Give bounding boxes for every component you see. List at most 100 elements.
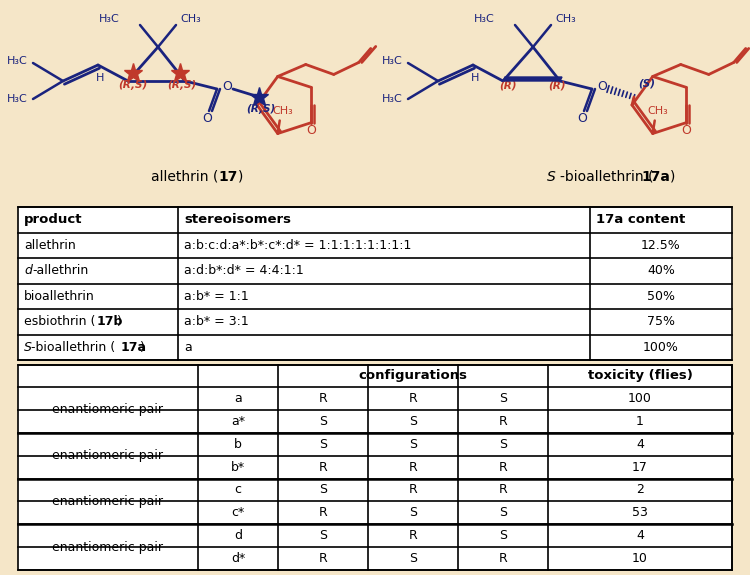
Text: S: S <box>409 415 417 428</box>
Text: toxicity (flies): toxicity (flies) <box>587 370 692 382</box>
Text: esbiothrin (: esbiothrin ( <box>24 315 95 328</box>
Text: enantiomeric pair: enantiomeric pair <box>53 540 164 554</box>
Text: S: S <box>499 438 507 451</box>
Bar <box>18 365 732 570</box>
Text: S: S <box>548 170 556 184</box>
Bar <box>18 207 732 360</box>
Text: -allethrin: -allethrin <box>32 264 88 277</box>
Text: b*: b* <box>231 461 245 474</box>
Text: -bioallethrin (: -bioallethrin ( <box>560 170 653 184</box>
Text: CH₃: CH₃ <box>272 106 293 116</box>
Text: 17: 17 <box>632 461 648 474</box>
Text: H: H <box>471 73 479 83</box>
Text: 2: 2 <box>636 484 644 496</box>
Text: S: S <box>499 507 507 519</box>
Text: c: c <box>235 484 242 496</box>
Text: d*: d* <box>231 552 245 565</box>
Text: ): ) <box>140 341 145 354</box>
Text: ): ) <box>238 170 243 184</box>
Text: ): ) <box>117 315 122 328</box>
Text: d: d <box>234 529 242 542</box>
Text: R: R <box>499 484 507 496</box>
Text: (R): (R) <box>548 80 566 90</box>
Text: R: R <box>499 461 507 474</box>
Text: a: a <box>184 341 192 354</box>
Text: S: S <box>319 484 327 496</box>
Text: R: R <box>319 392 327 405</box>
Text: R: R <box>409 484 417 496</box>
Text: a:b:c:d:a*:b*:c*:d* = 1:1:1:1:1:1:1:1: a:b:c:d:a*:b*:c*:d* = 1:1:1:1:1:1:1:1 <box>184 239 411 252</box>
Text: a*: a* <box>231 415 245 428</box>
Text: S: S <box>409 438 417 451</box>
Text: 1: 1 <box>636 415 644 428</box>
Text: allethrin (: allethrin ( <box>152 170 219 184</box>
Text: 12.5%: 12.5% <box>641 239 681 252</box>
Text: b: b <box>234 438 242 451</box>
Text: 17a: 17a <box>641 170 670 184</box>
Text: (R,S): (R,S) <box>167 80 196 90</box>
Text: (R,S): (R,S) <box>118 80 148 90</box>
Text: R: R <box>319 507 327 519</box>
Polygon shape <box>503 77 562 81</box>
Text: S: S <box>319 529 327 542</box>
Text: enantiomeric pair: enantiomeric pair <box>53 495 164 508</box>
Text: a:d:b*:d* = 4:4:1:1: a:d:b*:d* = 4:4:1:1 <box>184 264 304 277</box>
Text: 17a content: 17a content <box>596 213 686 226</box>
Text: enantiomeric pair: enantiomeric pair <box>53 449 164 462</box>
Text: a:b* = 1:1: a:b* = 1:1 <box>184 290 249 303</box>
Text: c*: c* <box>231 507 244 519</box>
Text: O: O <box>306 125 316 137</box>
Text: R: R <box>409 461 417 474</box>
Text: R: R <box>409 529 417 542</box>
Text: H: H <box>96 73 104 83</box>
Text: R: R <box>499 552 507 565</box>
Text: d: d <box>24 264 32 277</box>
Text: product: product <box>24 213 82 226</box>
Text: CH₃: CH₃ <box>180 14 201 24</box>
Text: a: a <box>234 392 242 405</box>
Text: S: S <box>499 392 507 405</box>
Text: 10: 10 <box>632 552 648 565</box>
Text: O: O <box>202 113 212 125</box>
Text: H₃C: H₃C <box>8 56 28 66</box>
Text: R: R <box>319 461 327 474</box>
Text: 17a: 17a <box>121 341 147 354</box>
Text: S: S <box>499 529 507 542</box>
Text: R: R <box>499 415 507 428</box>
Text: stereoisomers: stereoisomers <box>184 213 291 226</box>
Text: 17b: 17b <box>97 315 123 328</box>
Text: 100: 100 <box>628 392 652 405</box>
Text: O: O <box>597 81 607 94</box>
Text: H₃C: H₃C <box>99 14 120 24</box>
Text: a:b* = 3:1: a:b* = 3:1 <box>184 315 249 328</box>
Text: S: S <box>24 341 32 354</box>
Text: (S): (S) <box>638 79 656 89</box>
Text: 17: 17 <box>218 170 238 184</box>
Text: 53: 53 <box>632 507 648 519</box>
Text: bioallethrin: bioallethrin <box>24 290 94 303</box>
Text: O: O <box>222 81 232 94</box>
Text: S: S <box>319 438 327 451</box>
Text: ): ) <box>670 170 675 184</box>
Text: allethrin: allethrin <box>24 239 76 252</box>
Text: 4: 4 <box>636 529 644 542</box>
Text: -bioallethrin (: -bioallethrin ( <box>31 341 115 354</box>
Text: R: R <box>409 392 417 405</box>
Text: H₃C: H₃C <box>474 14 495 24</box>
Text: H₃C: H₃C <box>8 94 28 104</box>
Text: H₃C: H₃C <box>382 56 403 66</box>
Text: O: O <box>577 113 587 125</box>
Text: (R): (R) <box>500 80 517 90</box>
Text: S: S <box>409 507 417 519</box>
Text: 100%: 100% <box>643 341 679 354</box>
Text: O: O <box>681 125 692 137</box>
Text: 50%: 50% <box>647 290 675 303</box>
Text: configurations: configurations <box>358 370 467 382</box>
Text: enantiomeric pair: enantiomeric pair <box>53 404 164 416</box>
Text: S: S <box>409 552 417 565</box>
Text: H₃C: H₃C <box>382 94 403 104</box>
Text: S: S <box>319 415 327 428</box>
Text: R: R <box>319 552 327 565</box>
Text: CH₃: CH₃ <box>647 106 668 116</box>
Text: 4: 4 <box>636 438 644 451</box>
